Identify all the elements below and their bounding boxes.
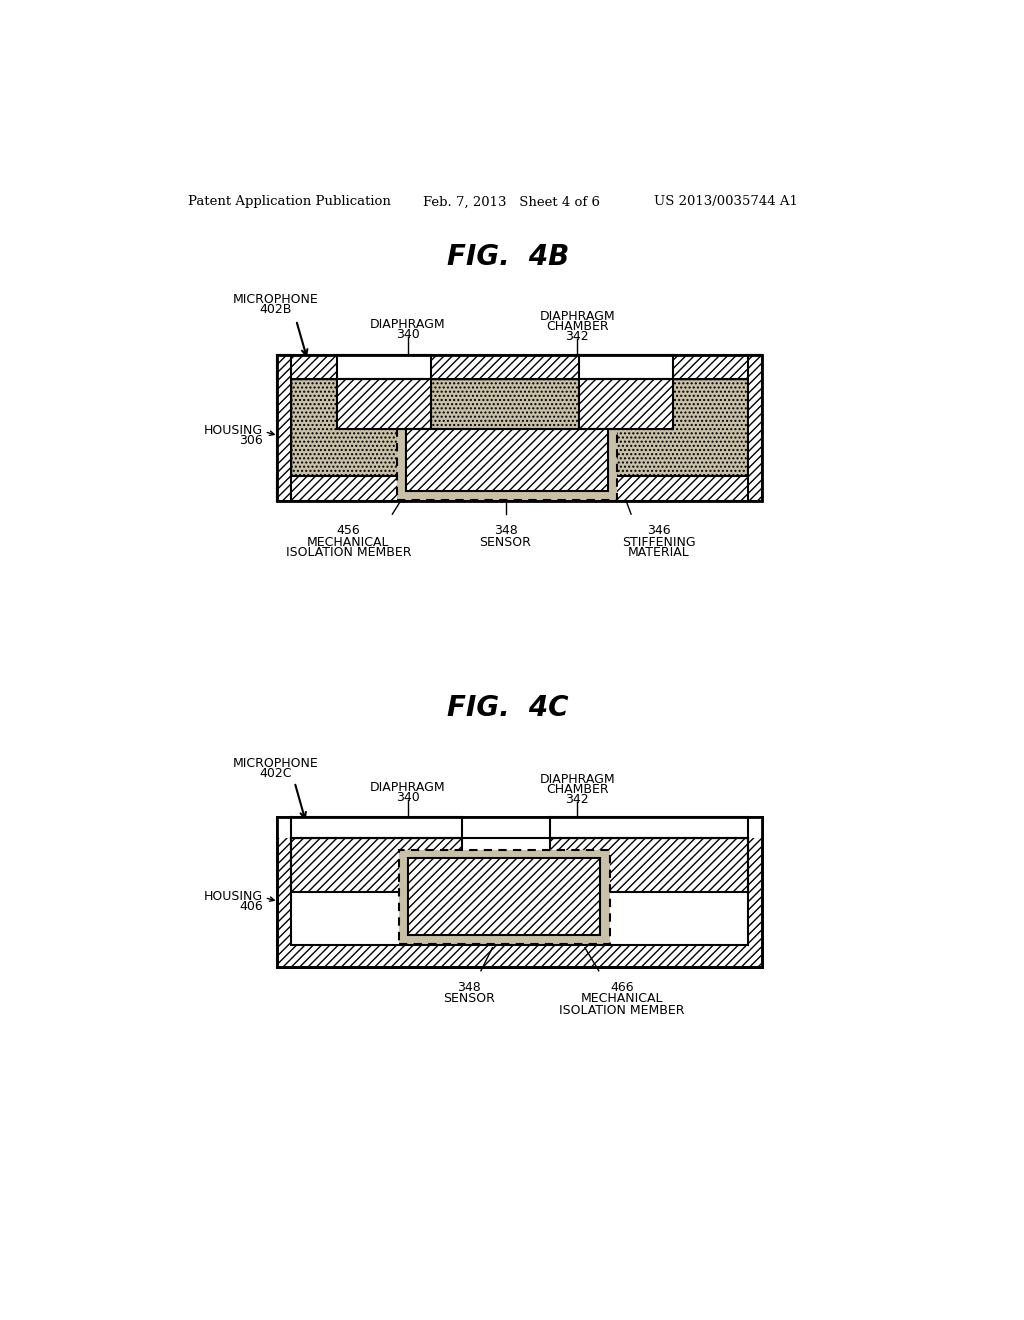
Bar: [337, 379, 431, 429]
Text: 348: 348: [458, 981, 481, 994]
Bar: [749, 355, 762, 502]
Bar: [397, 429, 617, 500]
Text: 342: 342: [565, 793, 589, 807]
Text: 456: 456: [337, 524, 360, 537]
Text: 406: 406: [240, 900, 263, 913]
Text: 348: 348: [494, 524, 517, 537]
Text: 342: 342: [565, 330, 589, 343]
Text: HOUSING: HOUSING: [204, 890, 263, 903]
Text: DIAPHRAGM: DIAPHRAGM: [540, 774, 615, 785]
Text: SENSOR: SENSOR: [479, 536, 531, 549]
Text: HOUSING: HOUSING: [204, 424, 263, 437]
Bar: [291, 838, 462, 892]
Bar: [291, 817, 462, 838]
Bar: [550, 838, 749, 892]
Bar: [276, 355, 762, 379]
Text: DIAPHRAGM: DIAPHRAGM: [370, 318, 445, 331]
Text: US 2013/0035744 A1: US 2013/0035744 A1: [654, 195, 798, 209]
Text: Patent Application Publication: Patent Application Publication: [188, 195, 391, 209]
Text: CHAMBER: CHAMBER: [546, 783, 608, 796]
Bar: [291, 379, 749, 477]
Bar: [291, 838, 749, 945]
Text: 402B: 402B: [259, 304, 292, 317]
Bar: [398, 850, 609, 944]
Bar: [276, 355, 762, 502]
Bar: [579, 355, 674, 379]
Text: SENSOR: SENSOR: [443, 993, 496, 1006]
Bar: [276, 817, 762, 966]
Text: MECHANICAL: MECHANICAL: [581, 993, 664, 1006]
Text: FIG.  4C: FIG. 4C: [447, 693, 568, 722]
Text: STIFFENING: STIFFENING: [622, 536, 695, 549]
Text: FIG.  4B: FIG. 4B: [446, 243, 569, 271]
Bar: [291, 838, 749, 945]
Text: MICROPHONE: MICROPHONE: [232, 758, 318, 771]
Bar: [408, 858, 600, 935]
Text: 402C: 402C: [259, 767, 292, 780]
Bar: [276, 477, 762, 502]
Bar: [550, 817, 749, 838]
Bar: [276, 817, 762, 838]
Text: MATERIAL: MATERIAL: [628, 545, 689, 558]
Bar: [276, 817, 762, 966]
Text: 306: 306: [240, 434, 263, 447]
Text: MECHANICAL: MECHANICAL: [307, 536, 390, 549]
Text: MICROPHONE: MICROPHONE: [232, 293, 318, 306]
Text: CHAMBER: CHAMBER: [546, 321, 608, 333]
Text: 346: 346: [647, 524, 671, 537]
Bar: [579, 379, 674, 429]
Bar: [337, 355, 431, 379]
Bar: [407, 429, 608, 491]
Text: ISOLATION MEMBER: ISOLATION MEMBER: [559, 1003, 685, 1016]
Text: ISOLATION MEMBER: ISOLATION MEMBER: [286, 545, 412, 558]
Bar: [276, 355, 291, 502]
Text: Feb. 7, 2013   Sheet 4 of 6: Feb. 7, 2013 Sheet 4 of 6: [423, 195, 600, 209]
Bar: [397, 429, 617, 500]
Bar: [398, 850, 609, 944]
Text: DIAPHRAGM: DIAPHRAGM: [370, 780, 445, 793]
Text: 466: 466: [610, 981, 634, 994]
Text: DIAPHRAGM: DIAPHRAGM: [540, 310, 615, 323]
Text: 340: 340: [396, 327, 420, 341]
Text: 340: 340: [396, 791, 420, 804]
